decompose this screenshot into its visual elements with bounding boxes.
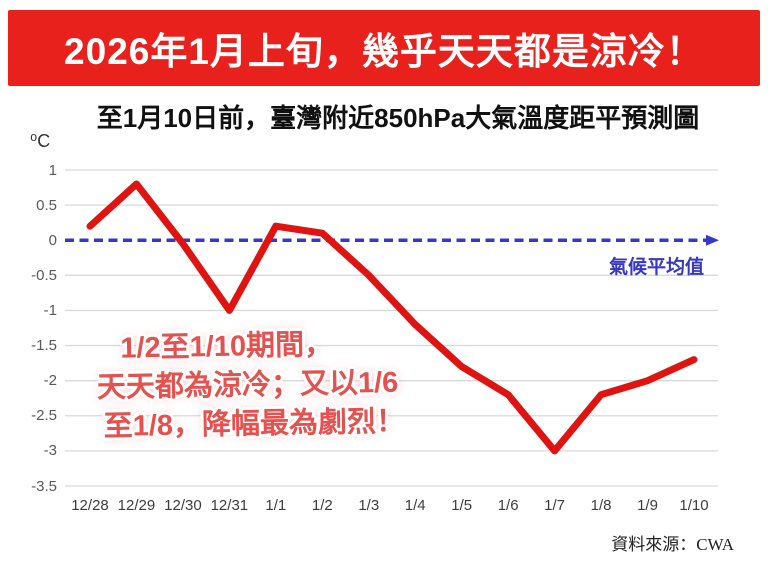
y-tick-label: -3.5 — [31, 477, 57, 495]
headline-banner: 2026年1月上旬，幾乎天天都是涼冷！ — [8, 10, 760, 86]
reference-line-label: 氣候平均值 — [608, 257, 704, 278]
x-tick-label: 1/2 — [311, 497, 333, 514]
y-tick-label: -0.5 — [31, 266, 57, 284]
y-axis-unit-label: ⁰C — [30, 131, 51, 151]
x-tick-label: 12/31 — [210, 497, 249, 514]
y-tick-label: 1 — [48, 161, 57, 179]
x-tick-label: 12/28 — [71, 497, 109, 514]
x-tick-label: 1/9 — [637, 497, 658, 514]
y-tick-label: -2 — [43, 372, 57, 390]
headline-text: 2026年1月上旬，幾乎天天都是涼冷！ — [64, 31, 704, 72]
annotation-line: 至1/8，降幅最為劇烈！ — [103, 405, 406, 443]
annotation-line: 天天都為涼冷；又以1/6 — [96, 366, 399, 404]
x-tick-label: 1/5 — [451, 497, 473, 514]
y-tick-label: -1 — [43, 301, 57, 319]
y-tick-label: -1.5 — [31, 337, 57, 355]
x-tick-label: 12/30 — [164, 497, 202, 514]
x-tick-label: 1/7 — [544, 497, 566, 514]
annotation-line: 1/2至1/10期間， — [120, 328, 334, 365]
arrow-right-icon — [706, 234, 719, 246]
temperature-anomaly-line — [86, 180, 698, 455]
annotation-callout: 1/2至1/10期間， 天天都為涼冷；又以1/6 至1/8，降幅最為劇烈！ — [96, 325, 406, 447]
y-tick-label: -3 — [43, 442, 57, 460]
x-tick-label: 1/6 — [497, 497, 519, 514]
x-tick-label: 12/29 — [117, 497, 156, 514]
y-tick-label: -2.5 — [31, 407, 57, 425]
y-tick-label: 0.5 — [36, 196, 57, 214]
source-credit: 資料來源：CWA — [611, 535, 734, 554]
x-tick-label: 1/8 — [590, 497, 612, 514]
x-tick-label: 1/3 — [358, 497, 380, 514]
x-tick-label: 1/10 — [679, 497, 709, 514]
y-tick-label: 0 — [48, 231, 57, 249]
chart-title: 至1月10日前，臺灣附近850hPa大氣溫度距平預測圖 — [96, 103, 700, 133]
x-tick-label: 1/1 — [265, 497, 287, 514]
x-tick-label: 1/4 — [404, 497, 426, 514]
